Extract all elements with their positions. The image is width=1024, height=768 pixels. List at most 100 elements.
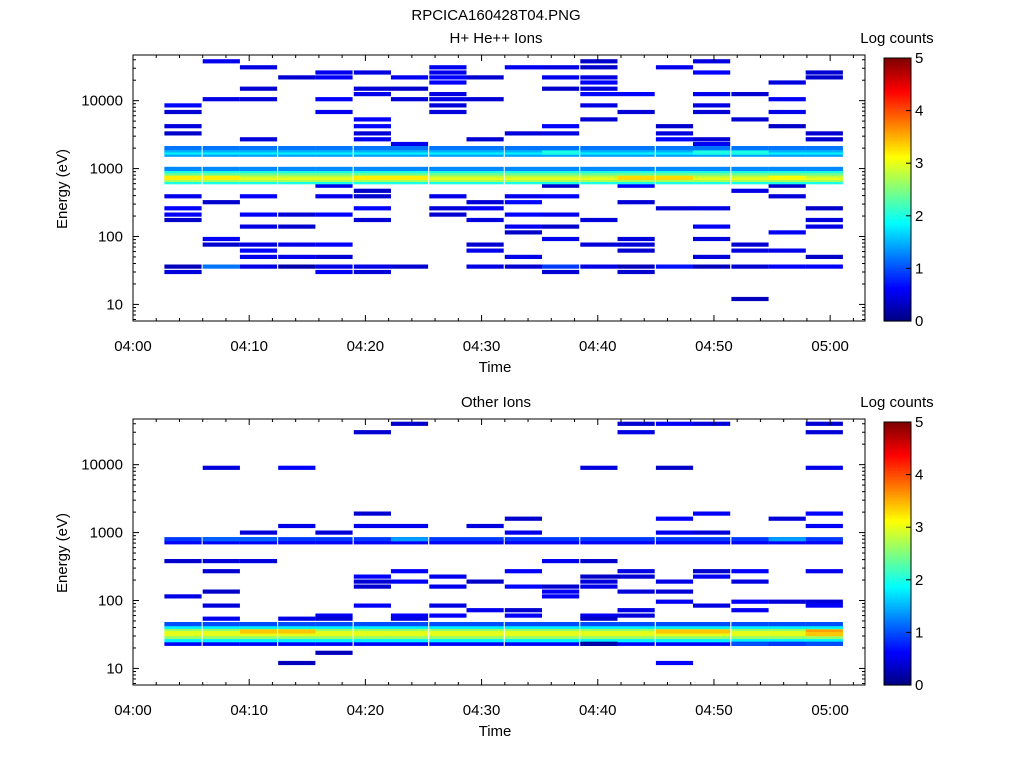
heatmap-cell: [390, 622, 429, 627]
heatmap-cell: [278, 660, 316, 666]
colorbar-segment: [884, 106, 911, 110]
heatmap-cell: [466, 540, 504, 545]
heatmap-cell: [655, 465, 694, 470]
heatmap-cell: [164, 109, 202, 115]
heatmap-cell: [731, 242, 769, 247]
heatmap-cell: [390, 146, 429, 151]
heatmap-cell: [768, 264, 806, 269]
colorbar-segment: [884, 204, 911, 208]
colorbar-tick-label: 4: [915, 467, 923, 484]
colorbar-segment: [884, 671, 911, 675]
heatmap-cell: [768, 641, 806, 646]
colorbar-segment: [884, 112, 911, 116]
heatmap-cell: [202, 622, 240, 627]
x-tick-label: 04:50: [695, 702, 733, 719]
colorbar-segment: [884, 603, 911, 607]
heatmap-cell: [693, 632, 731, 637]
colorbar-segment: [884, 310, 911, 313]
panel-other-ions: Other Ions Log counts Energy (eV) Time 0…: [54, 394, 934, 740]
colorbar-segment: [884, 128, 911, 131]
heatmap-cell: [768, 632, 806, 637]
heatmap-cell: [429, 70, 467, 75]
colorbar-segment: [884, 680, 911, 684]
heatmap-cell: [805, 148, 843, 153]
colorbar-segment: [884, 108, 911, 112]
heatmap-cell: [353, 579, 391, 584]
heatmap-cell: [768, 152, 806, 157]
colorbar-segment: [884, 531, 911, 535]
heatmap-cell: [504, 530, 542, 535]
heatmap-cell: [617, 180, 655, 185]
heatmap-cell: [542, 559, 580, 564]
panel-2-title: Other Ions: [461, 394, 531, 411]
heatmap-cell: [429, 634, 467, 640]
heatmap-cell: [580, 264, 618, 269]
colorbar-segment: [884, 439, 911, 443]
colorbar-segment: [884, 202, 911, 206]
heatmap-cell: [353, 632, 391, 637]
heatmap-cell: [542, 236, 580, 242]
heatmap-cell: [239, 540, 278, 545]
heatmap-cell: [466, 137, 504, 142]
heatmap-cell: [655, 540, 694, 545]
heatmap-cell: [202, 150, 240, 155]
colorbar-segment: [884, 485, 911, 489]
heatmap-cell: [542, 166, 580, 171]
colorbar-segment: [884, 150, 911, 153]
colorbar-segment: [884, 450, 911, 454]
colorbar-segment: [884, 266, 911, 269]
colorbar-segment: [884, 97, 911, 101]
heatmap-cell: [466, 624, 504, 629]
heatmap-cell: [731, 569, 769, 574]
heatmap-cell: [202, 146, 240, 151]
heatmap-cell: [617, 264, 655, 269]
heatmap-cell: [617, 146, 655, 151]
heatmap-cell: [580, 626, 618, 632]
heatmap-cell: [768, 540, 806, 545]
colorbar-segment: [884, 540, 911, 544]
heatmap-cell: [731, 188, 769, 193]
heatmap-cell: [617, 92, 655, 97]
heatmap-cell: [239, 180, 278, 185]
heatmap-cell: [580, 537, 618, 542]
heatmap-cell: [353, 148, 391, 153]
heatmap-cell: [731, 92, 769, 97]
heatmap-cell: [202, 242, 240, 247]
heatmap-cell: [580, 465, 618, 470]
heatmap-cell: [768, 629, 806, 634]
heatmap-cell: [805, 430, 843, 435]
heatmap-cell: [580, 65, 618, 70]
heatmap-cell: [429, 624, 467, 629]
heatmap-cell: [580, 217, 618, 223]
heatmap-cell: [693, 70, 731, 75]
colorbar-segment: [884, 478, 911, 482]
heatmap-cell: [353, 641, 391, 646]
heatmap-cell: [278, 626, 316, 632]
heatmap-cell: [693, 59, 731, 64]
heatmap-cell: [353, 269, 391, 275]
heatmap-cell: [278, 212, 316, 217]
colorbar-segment: [884, 489, 911, 493]
heatmap-cell: [164, 269, 202, 275]
colorbar-segment: [884, 562, 911, 566]
heatmap-cell: [617, 638, 655, 643]
heatmap-cell: [466, 206, 504, 211]
heatmap-cell: [202, 603, 240, 608]
heatmap-cell: [768, 622, 806, 627]
colorbar-segment: [884, 461, 911, 465]
colorbar-tick-label: 2: [915, 572, 923, 589]
heatmap-cell: [617, 269, 655, 275]
heatmap-cell: [617, 150, 655, 155]
heatmap-cell: [390, 141, 429, 147]
heatmap-cell: [429, 613, 467, 618]
heatmap-cell: [239, 559, 278, 564]
heatmap-cell: [731, 171, 769, 176]
colorbar-segment: [884, 470, 911, 474]
heatmap-cell: [315, 194, 353, 199]
colorbar-segment: [884, 568, 911, 572]
colorbar-segment: [884, 468, 911, 471]
colorbar-segment: [884, 494, 911, 498]
heatmap-cell: [315, 150, 353, 155]
heatmap-cell: [731, 634, 769, 640]
heatmap-cell: [390, 624, 429, 629]
